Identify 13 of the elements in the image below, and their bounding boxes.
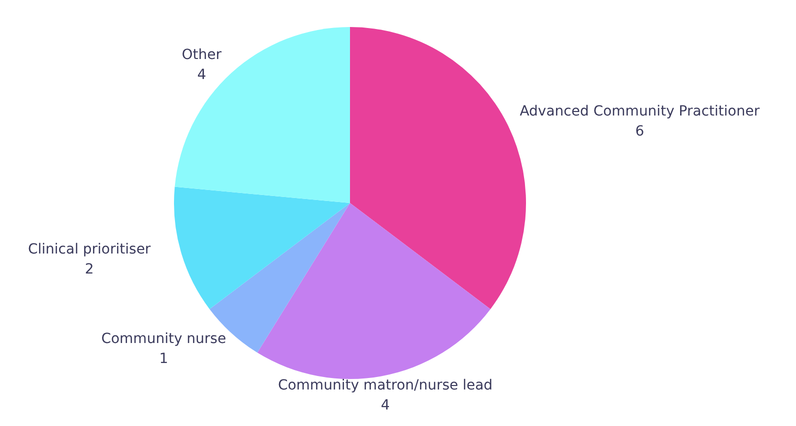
slice-label: Clinical prioritiser [28, 242, 151, 258]
pie-slice [174, 27, 350, 203]
data-label: 4 [380, 398, 390, 414]
slice-label: Community nurse [101, 330, 226, 347]
data-label: 4 [197, 67, 206, 84]
slice-label: Other [182, 47, 222, 64]
slice-label: Advanced Community Practitioner [520, 103, 760, 120]
data-label: 6 [635, 123, 644, 140]
data-label: 2 [84, 262, 94, 278]
pie-slice [257, 203, 490, 379]
data-label: 1 [159, 350, 168, 367]
pie-slice [174, 186, 350, 310]
slice-label: Community matron/nurse lead [278, 378, 493, 394]
